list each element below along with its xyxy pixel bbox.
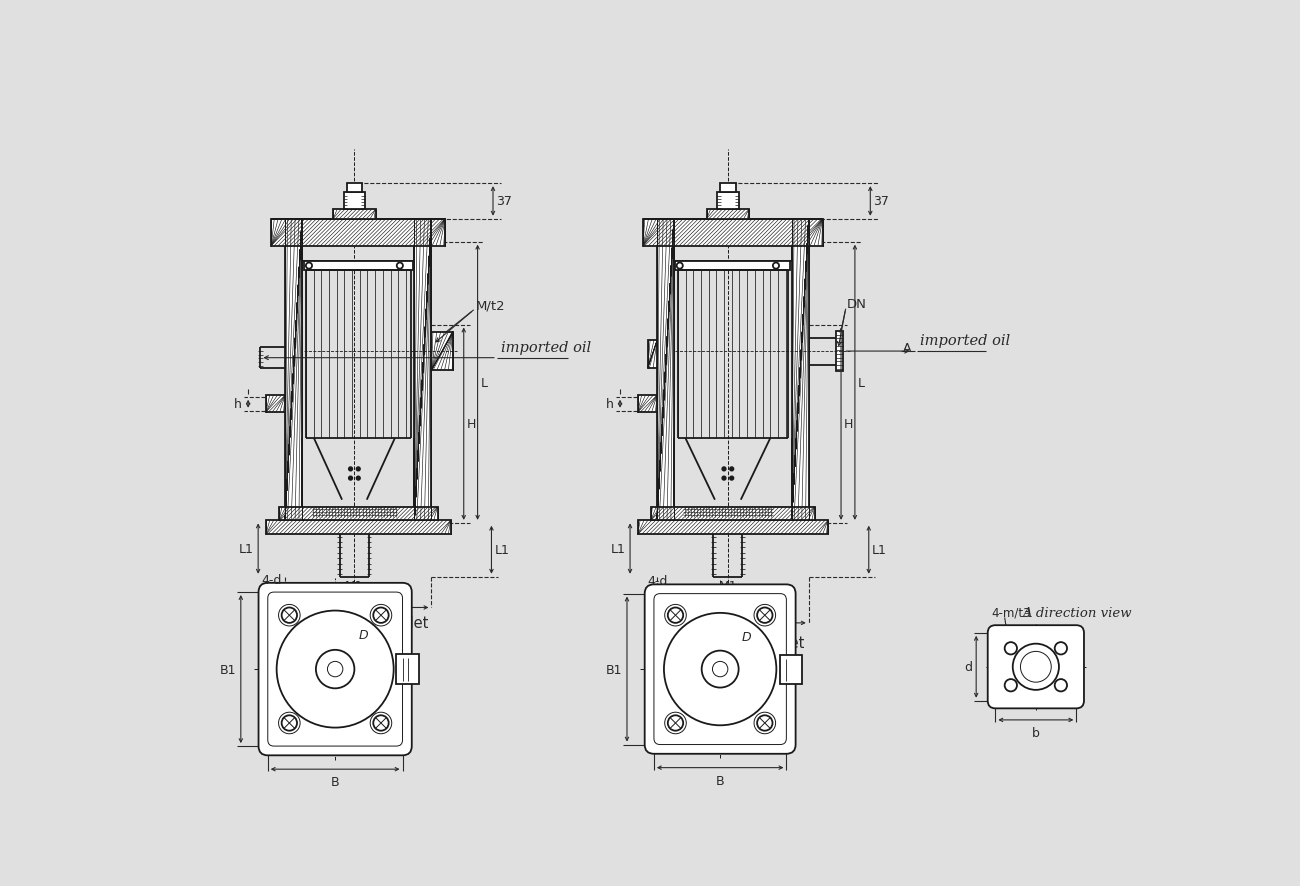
Circle shape [306, 263, 312, 269]
Bar [285, 220, 302, 519]
Text: D: D [742, 630, 751, 643]
Circle shape [676, 263, 682, 269]
Text: DN: DN [719, 595, 737, 608]
Bar [312, 508, 396, 517]
Circle shape [348, 477, 352, 480]
FancyBboxPatch shape [645, 585, 796, 754]
Bar [644, 220, 823, 246]
Text: 4-d: 4-d [261, 573, 282, 587]
Text: imported oil: imported oil [920, 334, 1010, 348]
Bar [304, 261, 413, 271]
Text: h: h [234, 398, 242, 411]
Text: DN: DN [848, 298, 867, 311]
Bar [415, 220, 432, 519]
Bar [651, 507, 815, 521]
Circle shape [356, 477, 360, 480]
Bar [682, 508, 772, 517]
Bar [780, 656, 802, 685]
Text: D1: D1 [724, 610, 741, 623]
Text: H: H [844, 417, 854, 431]
Text: L1: L1 [611, 542, 625, 556]
Text: B1: B1 [606, 663, 623, 676]
Bar [638, 521, 828, 535]
Circle shape [348, 468, 352, 471]
Text: H: H [467, 417, 476, 431]
FancyBboxPatch shape [988, 626, 1084, 709]
Bar [718, 193, 738, 210]
Bar [333, 210, 376, 220]
Text: L1: L1 [239, 542, 254, 556]
Text: b: b [1032, 727, 1040, 739]
Circle shape [722, 477, 725, 480]
Bar [272, 220, 446, 246]
Bar [647, 341, 656, 369]
Bar [638, 396, 656, 413]
Bar [266, 521, 451, 535]
Circle shape [729, 477, 733, 480]
Bar [347, 184, 363, 193]
Circle shape [396, 263, 403, 269]
Text: Oil outlet: Oil outlet [360, 616, 428, 631]
Text: 4-m/t3: 4-m/t3 [992, 606, 1031, 619]
Text: B: B [330, 775, 339, 789]
Text: B: B [716, 774, 724, 787]
Text: L1: L1 [872, 544, 887, 556]
Bar [836, 332, 842, 371]
Text: A direction view: A direction view [1022, 606, 1132, 619]
Circle shape [774, 263, 779, 269]
Bar [676, 261, 790, 271]
Text: 37: 37 [497, 195, 512, 208]
Bar [396, 654, 420, 685]
Text: 37: 37 [874, 195, 889, 208]
Circle shape [729, 468, 733, 471]
Bar [707, 210, 749, 220]
Text: d: d [965, 661, 972, 673]
Text: M1: M1 [344, 579, 364, 593]
Text: D: D [359, 628, 368, 641]
Bar [432, 332, 452, 371]
Bar [343, 193, 365, 210]
Text: L: L [481, 377, 488, 389]
Circle shape [722, 468, 725, 471]
Text: L: L [858, 377, 864, 389]
Text: D1: D1 [350, 595, 367, 608]
Text: A: A [902, 342, 911, 355]
Text: h: h [606, 398, 614, 411]
Text: Oil outlet: Oil outlet [737, 635, 805, 650]
Bar [656, 220, 673, 519]
FancyBboxPatch shape [259, 583, 412, 756]
Text: M/t2: M/t2 [476, 299, 504, 312]
Bar [792, 220, 809, 519]
Text: B1: B1 [220, 663, 237, 676]
Bar [266, 396, 285, 413]
Text: L1: L1 [494, 544, 510, 556]
Text: M1: M1 [719, 579, 737, 593]
Circle shape [356, 468, 360, 471]
Text: A: A [718, 640, 725, 653]
Text: 4-d: 4-d [647, 575, 668, 587]
Text: imported oil: imported oil [500, 340, 590, 354]
Bar [720, 184, 736, 193]
Bar [280, 507, 438, 521]
